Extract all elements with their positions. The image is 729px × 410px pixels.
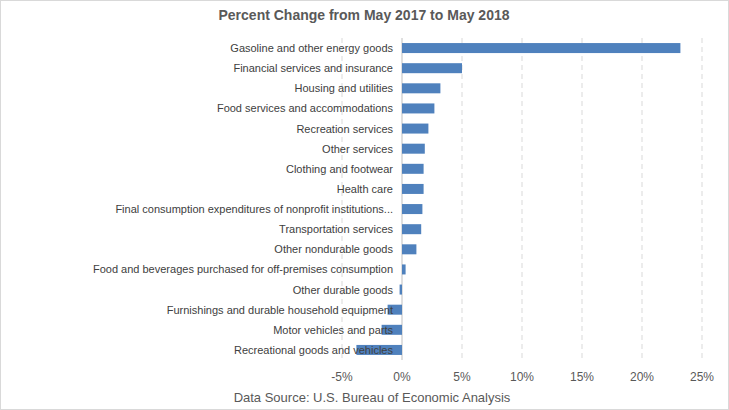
category-label: Transportation services bbox=[279, 223, 393, 235]
bar bbox=[402, 103, 434, 113]
category-label: Gasoline and other energy goods bbox=[230, 42, 393, 54]
tick-label: 0% bbox=[393, 370, 411, 384]
category-label: Food and beverages purchased for off-pre… bbox=[93, 263, 393, 275]
bar bbox=[402, 164, 424, 174]
tick-label: 15% bbox=[570, 370, 594, 384]
bars bbox=[356, 43, 680, 355]
tick-label: 20% bbox=[630, 370, 654, 384]
category-label: Health care bbox=[337, 183, 393, 195]
bar bbox=[402, 43, 680, 53]
grid-line bbox=[702, 38, 703, 360]
tick-label: 10% bbox=[510, 370, 534, 384]
grid-line bbox=[642, 38, 643, 360]
category-label: Recreational goods and vehicles bbox=[234, 344, 393, 356]
category-label: Other durable goods bbox=[293, 284, 394, 296]
title: Percent Change from May 2017 to May 2018 bbox=[218, 7, 509, 23]
background bbox=[1, 1, 729, 410]
tick-label: 25% bbox=[690, 370, 714, 384]
tick-label: 5% bbox=[453, 370, 471, 384]
chart: Percent Change from May 2017 to May 2018… bbox=[0, 0, 729, 410]
bar bbox=[400, 285, 402, 295]
tick-label: -5% bbox=[331, 370, 353, 384]
bar bbox=[402, 224, 421, 234]
bar bbox=[402, 63, 462, 73]
category-label: Food services and accommodations bbox=[217, 102, 394, 114]
category-label: Motor vehicles and parts bbox=[273, 324, 393, 336]
category-label: Financial services and insurance bbox=[233, 62, 393, 74]
category-label: Recreation services bbox=[296, 123, 393, 135]
bar bbox=[402, 144, 425, 154]
bar bbox=[402, 244, 416, 254]
bar bbox=[402, 184, 424, 194]
bar bbox=[402, 264, 406, 274]
category-label: Furnishings and durable household equipm… bbox=[167, 304, 393, 316]
bar bbox=[402, 204, 422, 214]
category-label: Clothing and footwear bbox=[286, 163, 393, 175]
category-label: Other services bbox=[322, 143, 393, 155]
category-label: Housing and utilities bbox=[295, 82, 394, 94]
source: Data Source: U.S. Bureau of Economic Ana… bbox=[234, 390, 511, 405]
grid-line bbox=[522, 38, 523, 360]
grid-line bbox=[462, 38, 463, 360]
bar bbox=[402, 124, 428, 134]
grid-line bbox=[582, 38, 583, 360]
category-label: Other nondurable goods bbox=[274, 243, 393, 255]
bar bbox=[402, 83, 440, 93]
category-label: Final consumption expenditures of nonpro… bbox=[115, 203, 393, 215]
